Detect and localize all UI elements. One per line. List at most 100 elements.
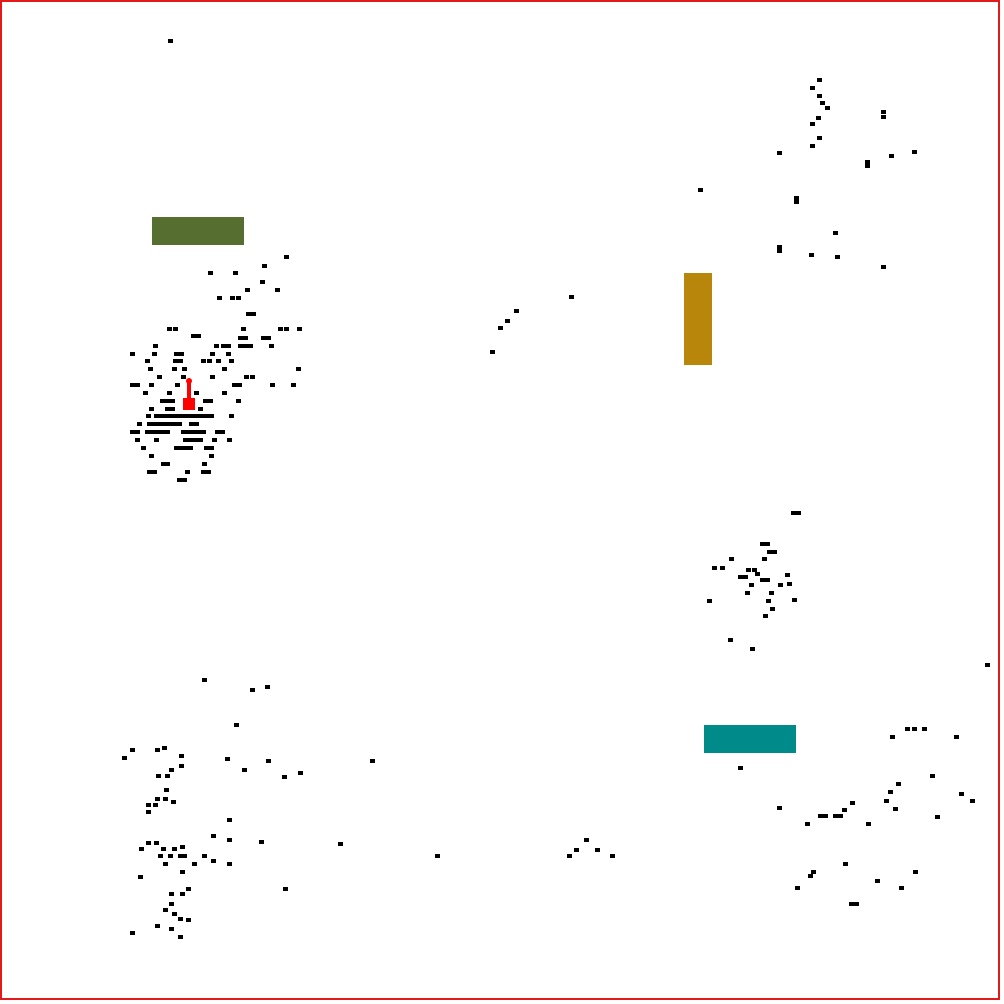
debris-fragment — [270, 383, 275, 387]
debris-fragment — [767, 550, 772, 554]
debris-fragment — [167, 391, 172, 395]
tank-barrel-tip — [186, 378, 192, 384]
debris-fragment — [148, 367, 153, 371]
debris-fragment — [155, 924, 160, 928]
debris-fragment — [155, 797, 160, 801]
debris-fragment — [791, 511, 796, 515]
debris-fragment — [260, 280, 265, 284]
debris-fragment — [835, 255, 840, 259]
debris-fragment — [179, 352, 184, 356]
debris-fragment — [584, 838, 589, 842]
debris-fragment — [227, 438, 232, 442]
debris-fragment — [164, 414, 169, 418]
debris-fragment — [787, 582, 792, 586]
debris-fragment — [214, 344, 219, 348]
debris-fragment — [212, 438, 217, 442]
debris-fragment — [152, 422, 157, 426]
debris-fragment — [221, 344, 226, 348]
debris-fragment — [777, 151, 782, 155]
debris-fragment — [179, 446, 184, 450]
debris-fragment — [199, 414, 204, 418]
debris-fragment — [729, 557, 734, 561]
debris-fragment — [243, 344, 248, 348]
debris-fragment — [191, 334, 196, 338]
debris-fragment — [191, 430, 196, 434]
debris-fragment — [935, 815, 940, 819]
debris-fragment — [152, 470, 157, 474]
debris-fragment — [278, 327, 283, 331]
debris-fragment — [922, 727, 927, 731]
debris-fragment — [161, 847, 166, 851]
debris-fragment — [178, 917, 183, 921]
debris-fragment — [189, 422, 194, 426]
debris-fragment — [865, 164, 870, 168]
debris-fragment — [130, 748, 135, 752]
debris-fragment — [291, 383, 296, 387]
debris-fragment — [778, 583, 783, 587]
debris-fragment — [139, 847, 144, 851]
tank-body — [183, 398, 195, 410]
debris-fragment — [842, 808, 847, 812]
debris-fragment — [746, 568, 751, 572]
debris-fragment — [208, 271, 213, 275]
debris-fragment — [158, 854, 163, 858]
debris-fragment — [147, 422, 152, 426]
debris-fragment — [772, 550, 777, 554]
debris-fragment — [153, 803, 158, 807]
debris-fragment — [241, 327, 246, 331]
debris-fragment — [162, 422, 167, 426]
player-tank-icon[interactable] — [182, 378, 196, 412]
debris-fragment — [206, 470, 211, 474]
debris-fragment — [137, 422, 142, 426]
debris-fragment — [435, 854, 440, 858]
debris-fragment — [954, 735, 959, 739]
debris-fragment — [236, 399, 241, 403]
debris-fragment — [208, 399, 213, 403]
debris-fragment — [282, 775, 287, 779]
debris-fragment — [246, 312, 251, 316]
debris-fragment — [970, 799, 975, 803]
debris-fragment — [930, 774, 935, 778]
debris-fragment — [777, 806, 782, 810]
debris-fragment — [849, 902, 854, 906]
debris-fragment — [122, 756, 127, 760]
debris-fragment — [574, 848, 579, 852]
debris-fragment — [146, 414, 151, 418]
debris-fragment — [889, 154, 894, 158]
debris-fragment — [229, 414, 234, 418]
debris-fragment — [179, 414, 184, 418]
debris-fragment — [785, 573, 790, 577]
debris-fragment — [170, 399, 175, 403]
debris-fragment — [135, 438, 140, 442]
debris-fragment — [188, 438, 193, 442]
debris-fragment — [498, 326, 503, 330]
debris-fragment — [794, 200, 799, 204]
debris-fragment — [171, 800, 176, 804]
debris-fragment — [155, 748, 160, 752]
debris-fragment — [770, 607, 775, 611]
debris-fragment — [769, 591, 774, 595]
debris-fragment — [156, 774, 161, 778]
debris-fragment — [146, 803, 151, 807]
debris-fragment — [763, 614, 768, 618]
debris-fragment — [165, 462, 170, 466]
debris-fragment — [150, 430, 155, 434]
debris-fragment — [338, 842, 343, 846]
debris-fragment — [179, 754, 184, 758]
debris-fragment — [766, 599, 771, 603]
debris-fragment — [149, 407, 154, 411]
debris-fragment — [194, 422, 199, 426]
debris-fragment — [174, 414, 179, 418]
debris-fragment — [180, 892, 185, 896]
debris-fragment — [146, 810, 151, 814]
debris-fragment — [201, 359, 206, 363]
debris-fragment — [236, 296, 241, 300]
debris-fragment — [238, 344, 243, 348]
debris-fragment — [157, 375, 162, 379]
debris-fragment — [810, 86, 815, 90]
debris-fragment — [173, 359, 178, 363]
debris-fragment — [833, 231, 838, 235]
debris-fragment — [165, 430, 170, 434]
debris-fragment — [186, 918, 191, 922]
